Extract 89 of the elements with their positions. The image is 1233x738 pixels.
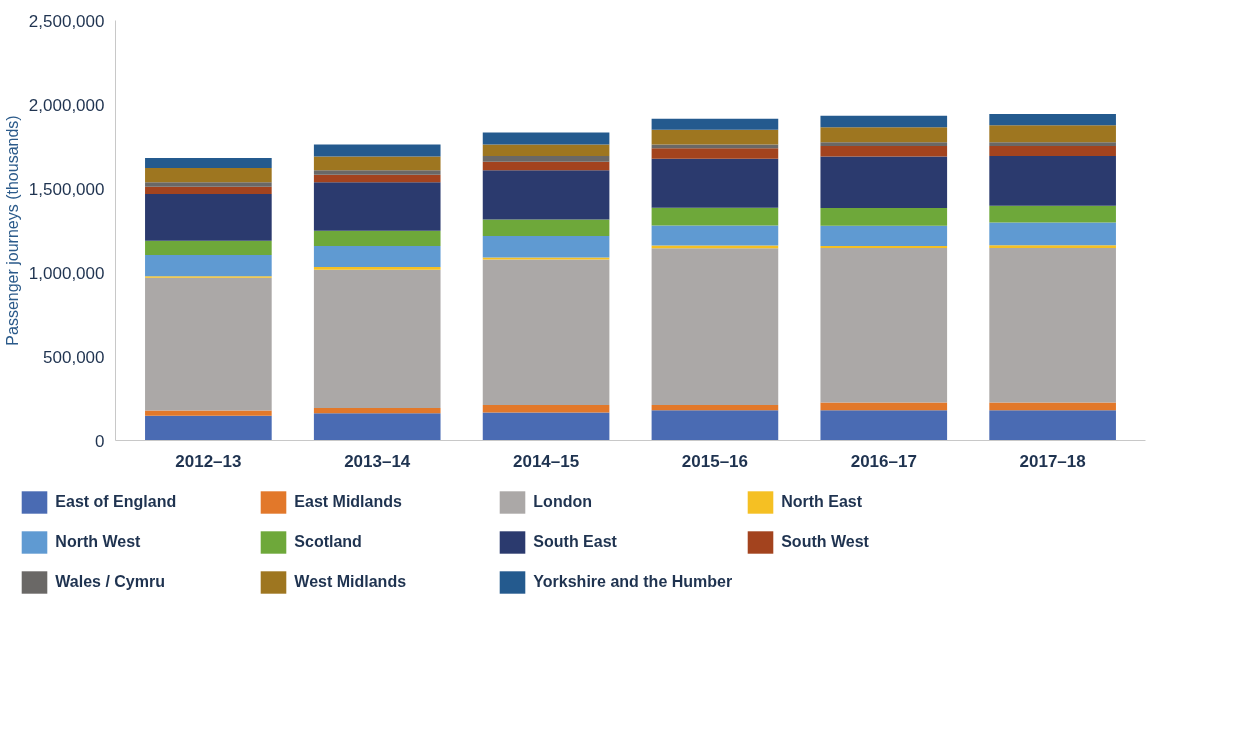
- bar: [989, 222, 1116, 246]
- bar: [145, 255, 272, 277]
- bar: [989, 146, 1116, 156]
- bar: [989, 247, 1116, 403]
- bar: [989, 402, 1116, 411]
- x-tick-label: 2013–14: [344, 451, 411, 471]
- legend-label: East of England: [55, 493, 178, 511]
- bar: [820, 156, 948, 208]
- bar: [482, 155, 610, 162]
- y-tick-label: 2,500,000: [28, 11, 105, 31]
- bar: [313, 413, 441, 441]
- y-tick-label: 2,000,000: [28, 95, 105, 115]
- bar: [313, 408, 441, 414]
- bar: [989, 245, 1116, 248]
- bar: [313, 174, 441, 183]
- legend-label: London: [533, 493, 593, 511]
- y-tick-label: 1,500,000: [28, 179, 105, 199]
- y-axis-title: Passenger journeys (thousands): [3, 115, 21, 346]
- bar: [651, 118, 779, 130]
- bar: [482, 259, 610, 406]
- bar: [145, 168, 272, 183]
- bar: [820, 225, 948, 246]
- bar: [989, 205, 1116, 223]
- legend-label: Scotland: [294, 533, 363, 551]
- bar: [651, 144, 779, 149]
- bar: [820, 115, 948, 128]
- bar: [313, 182, 441, 231]
- bar: [313, 144, 441, 157]
- bar: [482, 132, 610, 145]
- legend-label: Yorkshire and the Humber: [533, 573, 733, 591]
- legend-label: East Midlands: [294, 493, 403, 511]
- legend-label: Wales / Cymru: [55, 573, 166, 591]
- bar: [482, 412, 610, 441]
- bar: [651, 148, 779, 159]
- bar: [989, 142, 1116, 146]
- bar: [313, 245, 441, 268]
- bar: [145, 158, 272, 168]
- x-tick-label: 2017–18: [1019, 451, 1086, 471]
- bar: [820, 245, 948, 248]
- bar: [651, 248, 779, 406]
- bar: [482, 219, 610, 237]
- bar: [651, 158, 779, 208]
- bar: [820, 247, 948, 403]
- bar: [989, 155, 1116, 206]
- bar: [820, 127, 948, 143]
- y-tick-label: 1,000,000: [28, 263, 105, 283]
- x-tick-label: 2015–16: [681, 451, 749, 471]
- bar: [482, 161, 610, 171]
- legend-label: South East: [533, 533, 618, 551]
- bar: [313, 230, 441, 246]
- x-tick-label: 2016–17: [850, 451, 917, 471]
- legend-label: North West: [55, 533, 142, 551]
- bar: [145, 410, 272, 416]
- bar: [145, 182, 272, 187]
- bar: [820, 142, 948, 146]
- legend-label: South West: [781, 533, 870, 551]
- bar: [820, 402, 948, 411]
- bar: [651, 410, 779, 441]
- bar: [145, 193, 272, 241]
- bar: [482, 257, 610, 260]
- y-tick-label: 500,000: [43, 347, 105, 367]
- bar: [820, 146, 948, 157]
- bar: [313, 269, 441, 409]
- bar: [482, 144, 610, 156]
- bar: [145, 415, 272, 441]
- bar: [820, 207, 948, 226]
- legend-label: West Midlands: [294, 573, 408, 591]
- bar: [313, 156, 441, 171]
- bar: [145, 186, 272, 194]
- bar: [651, 405, 779, 411]
- y-tick-label: 0: [95, 431, 105, 451]
- bar: [989, 410, 1116, 441]
- bar: [651, 225, 779, 246]
- bar: [145, 240, 272, 256]
- x-tick-label: 2012–13: [175, 451, 242, 471]
- bar: [313, 267, 441, 270]
- bar: [482, 170, 610, 220]
- bar: [651, 207, 779, 226]
- bar: [482, 405, 610, 413]
- legend-label: North East: [781, 493, 864, 511]
- bar: [482, 236, 610, 258]
- x-tick-label: 2014–15: [512, 451, 580, 471]
- bar: [651, 129, 779, 145]
- bar: [989, 125, 1116, 143]
- bar: [313, 170, 441, 175]
- bar: [145, 277, 272, 411]
- bar: [989, 114, 1116, 126]
- bar: [820, 410, 948, 441]
- bar: [651, 245, 779, 249]
